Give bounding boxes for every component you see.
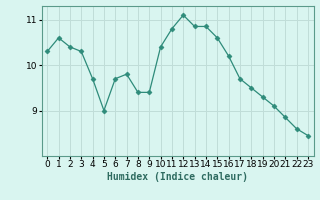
- X-axis label: Humidex (Indice chaleur): Humidex (Indice chaleur): [107, 172, 248, 182]
